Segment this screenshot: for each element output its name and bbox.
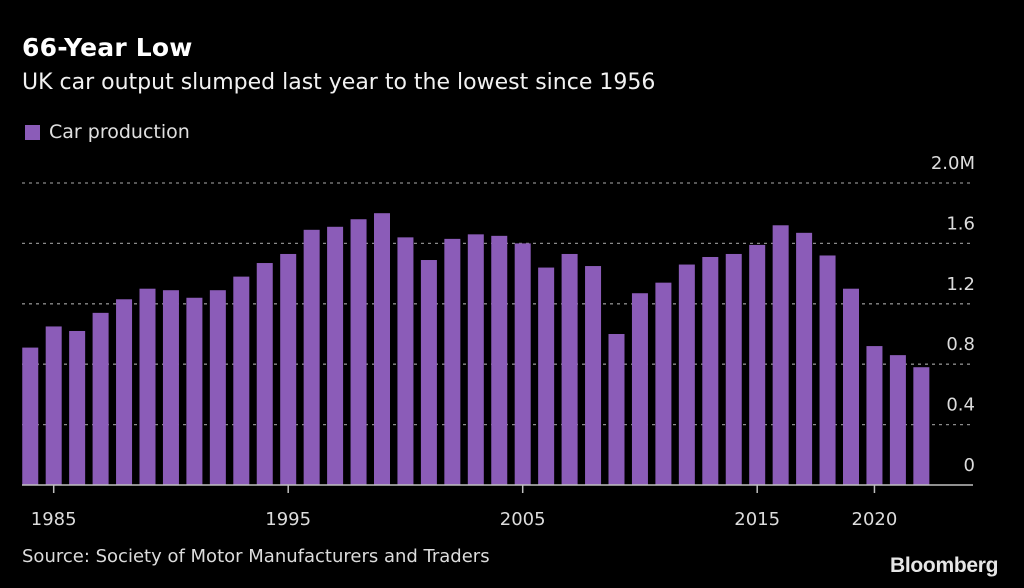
bar-2013	[702, 256, 719, 485]
bar-1997	[327, 226, 344, 486]
y-tick-label: 1.6	[946, 213, 975, 234]
bar-2014	[725, 253, 742, 485]
bar-1989	[139, 288, 156, 485]
bloomberg-logo: Bloomberg	[890, 554, 999, 577]
legend: Car production	[25, 121, 190, 143]
bar-1986	[69, 330, 86, 485]
bar-2015	[749, 244, 766, 485]
bar-1985	[45, 326, 62, 485]
chart-title: 66-Year Low	[22, 33, 193, 62]
bar-1998	[350, 219, 367, 486]
x-tick-label: 1985	[31, 509, 77, 530]
bar-2011	[655, 282, 672, 485]
legend-label-car-production: Car production	[49, 121, 190, 143]
x-tick-label: 2005	[500, 509, 546, 530]
bar-2008	[585, 266, 602, 485]
bar-1994	[256, 263, 273, 485]
bar-2018	[819, 255, 836, 485]
bar-1988	[116, 299, 133, 485]
x-tick-label: 2020	[852, 509, 898, 530]
bar-1992	[209, 290, 226, 485]
bar-2004	[491, 235, 508, 485]
bars	[22, 213, 930, 486]
x-tick-label: 2015	[734, 509, 780, 530]
bar-2016	[772, 225, 789, 485]
bar-1984	[22, 347, 39, 485]
x-axis	[22, 484, 973, 493]
bar-1990	[162, 290, 179, 485]
bar-2006	[538, 267, 555, 485]
y-tick-label: 0	[964, 455, 975, 476]
bar-1993	[233, 276, 250, 485]
bar-2010	[631, 293, 648, 485]
bar-2007	[561, 253, 578, 485]
x-tick-label: 1995	[265, 509, 311, 530]
bar-2019	[843, 288, 859, 485]
legend-swatch-car-production	[25, 124, 40, 140]
chart-subtitle: UK car output slumped last year to the l…	[22, 70, 656, 95]
y-tick-label: 1.2	[946, 274, 975, 295]
y-tick-label: 0.8	[946, 334, 975, 355]
bar-1991	[186, 297, 203, 485]
x-axis-labels: 1985 1995 2005 2015 2020	[31, 509, 898, 530]
bar-1987	[92, 312, 109, 485]
bar-1995	[280, 253, 297, 485]
y-tick-label: 0.4	[946, 395, 975, 416]
bar-2009	[608, 334, 625, 485]
bar-1996	[303, 229, 320, 485]
bar-2017	[796, 232, 813, 485]
source-note: Source: Society of Motor Manufacturers a…	[22, 546, 490, 567]
bar-2022	[913, 367, 930, 485]
bar-2005	[514, 243, 531, 485]
bar-2020	[866, 346, 883, 485]
bar-2003	[467, 234, 484, 485]
bar-2021	[889, 355, 906, 485]
y-tick-label: 2.0M	[931, 153, 975, 174]
bar-2002	[444, 238, 461, 485]
bar-2001	[420, 260, 437, 485]
gridlines	[22, 182, 973, 426]
bar-1999	[374, 213, 390, 485]
bar-2000	[397, 237, 414, 485]
y-axis-labels: 0 0.4 0.8 1.2 1.6 2.0M	[931, 153, 975, 476]
bar-2012	[678, 264, 695, 485]
